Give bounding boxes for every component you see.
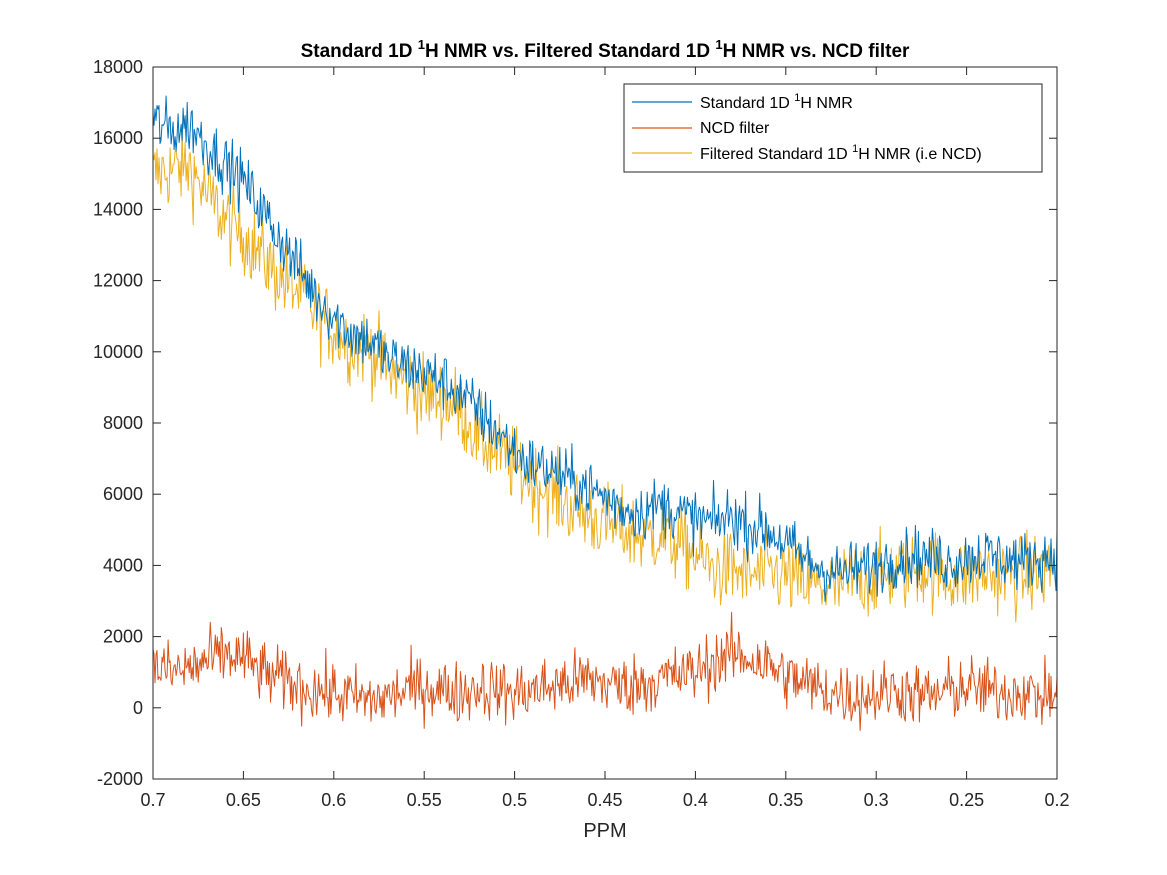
y-tick-label: 8000 — [103, 413, 143, 433]
x-tick-label: 0.45 — [587, 790, 622, 810]
legend-label-ncd: NCD filter — [700, 120, 770, 137]
ticks-layer: 0.7 0.65 0.6 0.55 0.5 0.45 0.4 0.35 0.3 0.25 0.2 -2… — [93, 57, 1070, 810]
x-tick-label: 0.25 — [949, 790, 984, 810]
y-tick-label: 4000 — [103, 555, 143, 575]
legend-box — [623, 83, 1043, 173]
y-tick-label: 16000 — [93, 128, 143, 148]
y-tick-label: 10000 — [93, 342, 143, 362]
x-tick-label: 0.4 — [683, 790, 708, 810]
x-tick-label: 0.7 — [140, 790, 165, 810]
x-tick-label: 0.6 — [321, 790, 346, 810]
y-tick-label: 2000 — [103, 627, 143, 647]
y-tick-label: -2000 — [97, 769, 143, 789]
chart-title: Standard 1D 1H NMR vs. Filtered Standard… — [301, 37, 910, 62]
y-tick-label: 14000 — [93, 199, 143, 219]
series-standard-line — [152, 95, 1058, 602]
y-tick-label: 18000 — [93, 57, 143, 77]
y-tick-label: 12000 — [93, 271, 143, 291]
legend-label-standard: Standard 1D 1H NMR — [700, 92, 853, 112]
x-tick-label: 0.65 — [226, 790, 261, 810]
x-tick-label: 0.3 — [864, 790, 889, 810]
x-tick-label: 0.35 — [768, 790, 803, 810]
x-tick-label: 0.2 — [1044, 790, 1069, 810]
legend-label-filtered: Filtered Standard 1D 1H NMR (i.e NCD) — [700, 143, 982, 163]
x-axis-label: PPM — [583, 820, 626, 842]
legend: Standard 1D 1H NMR NCD filter Filtered S… — [623, 83, 1043, 173]
x-tick-label: 0.55 — [407, 790, 442, 810]
series-filtered-line — [152, 122, 1058, 623]
y-tick-label: 0 — [133, 698, 143, 718]
series-ncd-line — [152, 611, 1058, 731]
y-tick-label: 6000 — [103, 484, 143, 504]
x-tick-label: 0.5 — [502, 790, 527, 810]
series-layer — [152, 95, 1058, 731]
